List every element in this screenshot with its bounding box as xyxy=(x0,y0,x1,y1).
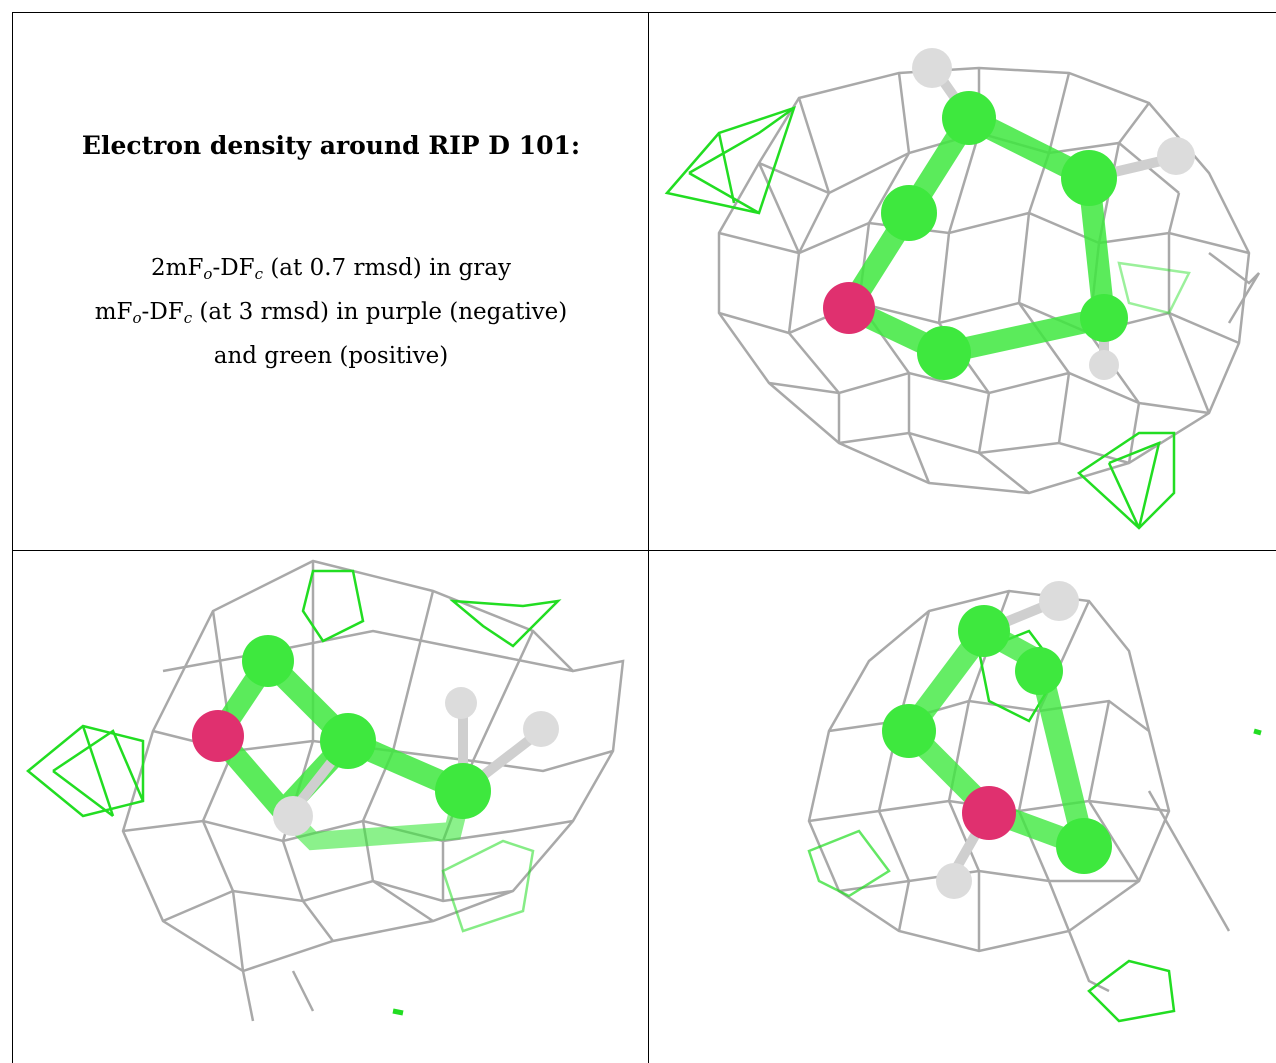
molecule-density-view-icon xyxy=(807,581,1262,1023)
caption-cell: Electron density around RIP D 101: 2mFo-… xyxy=(12,12,649,550)
molecule-density-view-icon xyxy=(26,559,625,1022)
legend-line-difference: mFo-DFc (at 3 rmsd) in purple (negative) xyxy=(94,299,568,327)
gray-mesh xyxy=(121,559,625,1022)
caption-legend: 2mFo-DFc (at 0.7 rmsd) in gray mFo-DFc (… xyxy=(13,249,649,375)
caption-title: Electron density around RIP D 101: xyxy=(81,131,581,160)
green-mesh xyxy=(26,569,562,1016)
green-mesh xyxy=(664,106,1191,530)
legend-line-positive: and green (positive) xyxy=(213,343,449,369)
molecule-bonds xyxy=(204,650,546,851)
gray-mesh xyxy=(717,66,1261,495)
molecule-atoms xyxy=(192,635,559,836)
molecule-density-view-icon xyxy=(664,48,1261,530)
density-view-top-right xyxy=(649,12,1276,550)
legend-line-gray: 2mFo-DFc (at 0.7 rmsd) in gray xyxy=(151,255,511,283)
caption: Electron density around RIP D 101: 2mFo-… xyxy=(13,13,649,550)
molecule-atoms xyxy=(882,581,1112,899)
molecule-atoms xyxy=(823,48,1195,380)
density-view-bottom-right xyxy=(649,550,1276,1063)
density-view-bottom-left xyxy=(12,550,649,1063)
